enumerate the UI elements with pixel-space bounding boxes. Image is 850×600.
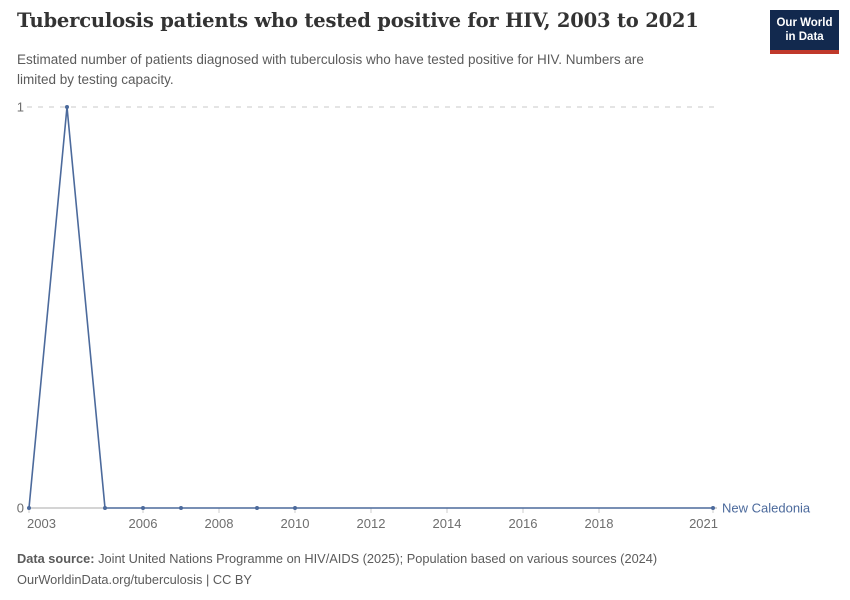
license-line: OurWorldinData.org/tuberculosis | CC BY — [17, 572, 252, 587]
x-tick-label: 2021 — [689, 516, 718, 531]
x-tick-label: 2010 — [281, 516, 310, 531]
x-tick-label: 2014 — [433, 516, 462, 531]
data-point-marker[interactable] — [293, 506, 297, 510]
data-source-text: Joint United Nations Programme on HIV/AI… — [94, 551, 658, 566]
data-source-line: Data source: Joint United Nations Progra… — [17, 548, 817, 569]
series-label: New Caledonia — [722, 501, 811, 516]
x-tick-label: 2003 — [27, 516, 56, 531]
data-point-marker[interactable] — [27, 506, 31, 510]
data-point-marker[interactable] — [65, 105, 69, 109]
chart-footer: Data source: Joint United Nations Progra… — [17, 548, 817, 590]
owid-logo: Our World in Data — [770, 10, 839, 54]
x-tick-label: 2008 — [205, 516, 234, 531]
data-point-marker[interactable] — [711, 506, 715, 510]
data-point-marker[interactable] — [255, 506, 259, 510]
data-point-marker[interactable] — [179, 506, 183, 510]
x-tick-label: 2016 — [509, 516, 538, 531]
data-point-marker[interactable] — [103, 506, 107, 510]
series-line[interactable] — [28, 106, 713, 509]
chart-subtitle-line1: Estimated number of patients diagnosed w… — [17, 52, 644, 67]
owid-logo-line2: in Data — [785, 31, 824, 43]
owid-logo-line1: Our World — [776, 17, 833, 29]
chart-subtitle: Estimated number of patients diagnosed w… — [17, 50, 737, 90]
x-tick-label: 2012 — [357, 516, 386, 531]
y-tick-label: 0 — [17, 501, 24, 516]
data-source-label: Data source: — [17, 551, 95, 566]
x-tick-label: 2006 — [129, 516, 158, 531]
data-point-marker[interactable] — [141, 506, 145, 510]
chart-subtitle-line2: limited by testing capacity. — [17, 72, 174, 87]
line-chart[interactable]: 0 1 2003 2006 2008 2010 2012 2014 2016 2018 2021 Ne… — [0, 0, 850, 545]
x-tick-label: 2018 — [585, 516, 614, 531]
y-tick-label: 1 — [17, 100, 24, 115]
page-title: Tuberculosis patients who tested positiv… — [17, 9, 699, 32]
